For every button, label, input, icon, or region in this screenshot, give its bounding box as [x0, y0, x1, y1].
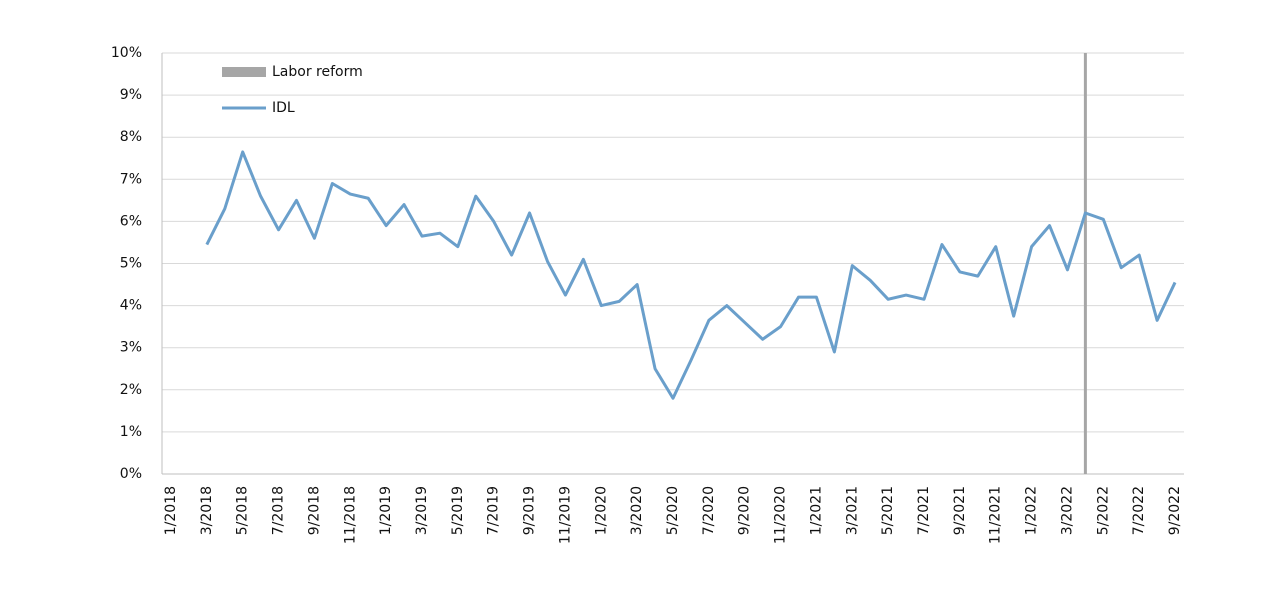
- x-tick-label: 11/2020: [773, 486, 789, 544]
- x-tick-label: 5/2019: [450, 486, 466, 535]
- x-tick-label: 1/2022: [1024, 486, 1040, 535]
- x-tick-label: 9/2018: [306, 486, 322, 535]
- x-tick-label: 3/2022: [1059, 486, 1075, 535]
- x-tick-label: 7/2020: [701, 486, 717, 535]
- y-tick-label: 9%: [120, 87, 142, 103]
- legend-label: IDL: [272, 100, 295, 116]
- x-tick-label: 9/2019: [522, 486, 538, 535]
- y-tick-label: 3%: [120, 340, 142, 356]
- x-tick-label: 7/2019: [486, 486, 502, 535]
- x-tick-label: 7/2018: [271, 486, 287, 535]
- y-tick-label: 4%: [120, 298, 142, 314]
- x-tick-label: 5/2021: [880, 486, 896, 535]
- x-tick-label: 7/2022: [1131, 486, 1147, 535]
- x-tick-label: 3/2020: [629, 486, 645, 535]
- x-tick-label: 1/2021: [808, 486, 824, 535]
- x-tick-label: 1/2019: [378, 486, 394, 535]
- y-tick-label: 5%: [120, 256, 142, 272]
- x-tick-label: 11/2018: [342, 486, 358, 544]
- x-tick-label: 1/2018: [163, 486, 179, 535]
- y-tick-label: 10%: [111, 45, 142, 61]
- y-tick-label: 1%: [120, 424, 142, 440]
- x-tick-label: 5/2022: [1095, 486, 1111, 535]
- x-tick-label: 3/2021: [844, 486, 860, 535]
- x-tick-label: 3/2018: [199, 486, 215, 535]
- x-tick-label: 9/2020: [737, 486, 753, 535]
- y-tick-label: 2%: [120, 382, 142, 398]
- y-tick-label: 8%: [120, 129, 142, 145]
- x-tick-label: 1/2020: [593, 486, 609, 535]
- data-line: [205, 150, 1177, 400]
- x-tick-label: 3/2019: [414, 486, 430, 535]
- x-tick-label: 11/2019: [557, 486, 573, 544]
- x-tick-label: 7/2021: [916, 486, 932, 535]
- y-tick-label: 0%: [120, 466, 142, 482]
- legend-label: Labor reform: [272, 64, 363, 80]
- y-tick-label: 7%: [120, 171, 142, 187]
- x-tick-label: 5/2020: [665, 486, 681, 535]
- y-tick-label: 6%: [120, 213, 142, 229]
- x-tick-label: 5/2018: [235, 486, 251, 535]
- legend-swatch: [222, 67, 266, 77]
- x-tick-label: 9/2022: [1167, 486, 1183, 535]
- x-tick-label: 11/2021: [988, 486, 1004, 544]
- reform-bar: [1083, 53, 1087, 474]
- x-tick-label: 9/2021: [952, 486, 968, 535]
